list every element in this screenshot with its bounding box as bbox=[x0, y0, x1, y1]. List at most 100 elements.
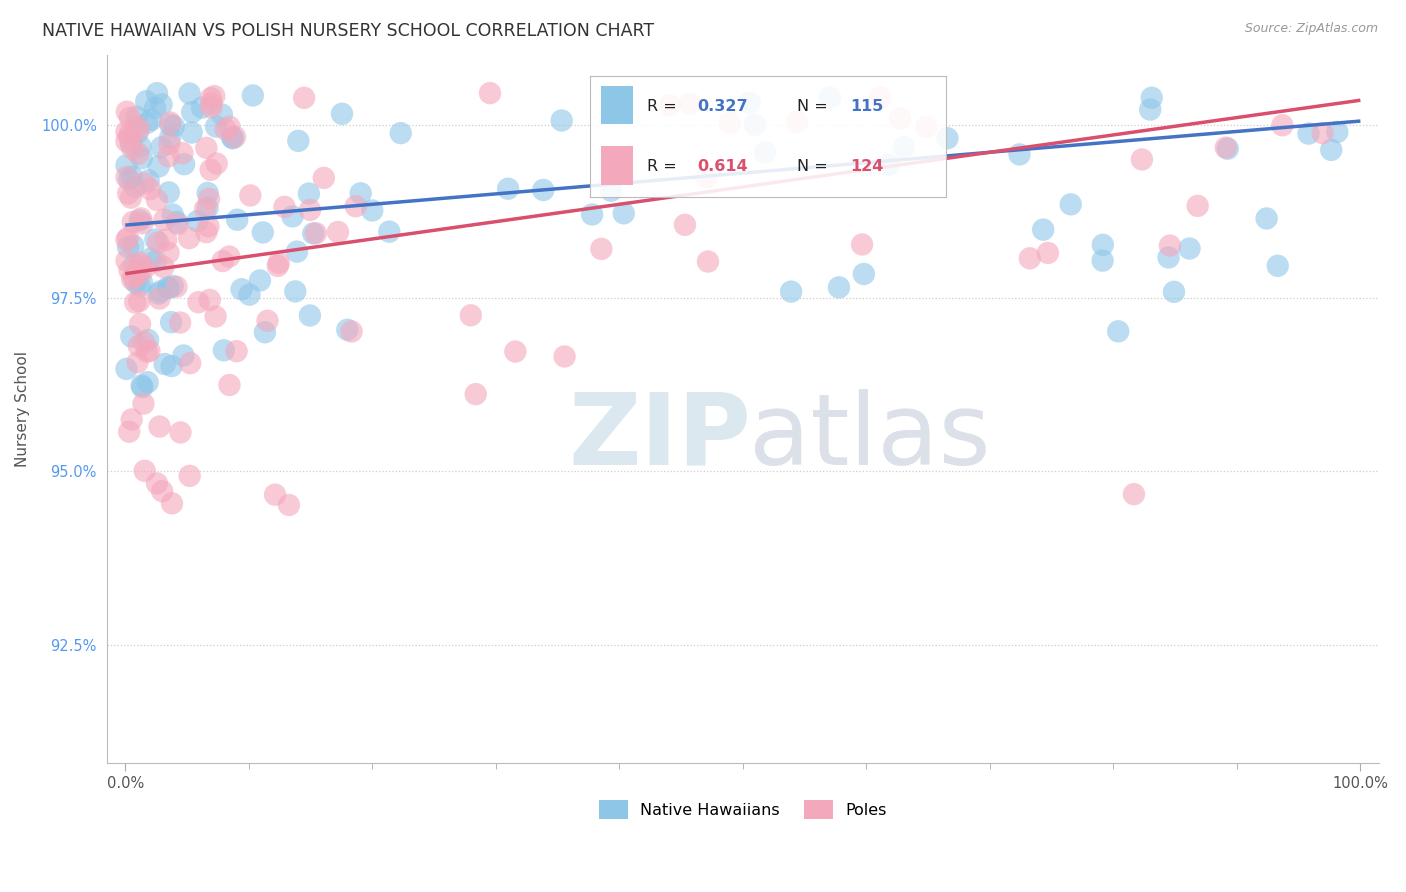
Point bbox=[148, 292, 170, 306]
Point bbox=[129, 211, 152, 226]
Point bbox=[744, 118, 766, 132]
Point bbox=[169, 425, 191, 440]
Point bbox=[150, 140, 173, 154]
Point bbox=[1271, 118, 1294, 132]
Point bbox=[139, 182, 162, 196]
Point bbox=[613, 206, 636, 220]
Point bbox=[187, 295, 209, 310]
Point bbox=[125, 110, 148, 124]
Point bbox=[531, 183, 554, 197]
Point bbox=[135, 94, 157, 108]
Point bbox=[186, 214, 208, 228]
Point bbox=[284, 285, 307, 299]
Point bbox=[1215, 141, 1237, 155]
Point bbox=[121, 169, 143, 184]
Point bbox=[1326, 125, 1348, 139]
Point bbox=[211, 254, 233, 268]
Point bbox=[118, 263, 141, 277]
Point bbox=[1008, 147, 1031, 161]
Point bbox=[115, 253, 138, 268]
Point bbox=[818, 90, 841, 104]
Point bbox=[239, 188, 262, 202]
Point bbox=[1187, 199, 1209, 213]
Point bbox=[673, 218, 696, 232]
Point bbox=[197, 219, 219, 234]
Point bbox=[121, 272, 143, 286]
Point bbox=[658, 98, 681, 112]
Point bbox=[738, 95, 761, 110]
Point bbox=[153, 212, 176, 227]
Point bbox=[221, 130, 243, 145]
Point bbox=[146, 193, 169, 207]
Point bbox=[131, 151, 153, 165]
Point bbox=[150, 484, 173, 499]
Point bbox=[1312, 126, 1334, 140]
Point bbox=[117, 186, 139, 201]
Point bbox=[159, 118, 181, 132]
Point bbox=[148, 160, 170, 174]
Point bbox=[157, 136, 180, 151]
Point bbox=[118, 111, 141, 125]
Point bbox=[120, 191, 142, 205]
Point bbox=[181, 105, 204, 120]
Point bbox=[159, 115, 181, 129]
Point bbox=[131, 378, 153, 392]
Point bbox=[851, 237, 873, 252]
Point bbox=[125, 120, 148, 134]
Point bbox=[326, 225, 349, 239]
Point bbox=[264, 488, 287, 502]
Point bbox=[166, 217, 188, 231]
Point bbox=[128, 339, 150, 353]
Point bbox=[128, 255, 150, 269]
Point bbox=[1298, 127, 1320, 141]
Point bbox=[292, 91, 315, 105]
Point bbox=[212, 343, 235, 358]
Point bbox=[160, 359, 183, 373]
Text: atlas: atlas bbox=[749, 389, 991, 486]
Point bbox=[115, 169, 138, 184]
Point bbox=[828, 280, 851, 294]
Point bbox=[136, 376, 159, 390]
Point bbox=[128, 294, 150, 309]
Point bbox=[139, 252, 162, 266]
Point bbox=[285, 244, 308, 259]
Point bbox=[157, 281, 180, 295]
Point bbox=[479, 86, 502, 100]
Point bbox=[330, 107, 353, 121]
Point bbox=[160, 315, 183, 329]
Point bbox=[1163, 285, 1185, 299]
Point bbox=[128, 122, 150, 136]
Point bbox=[277, 498, 299, 512]
Point bbox=[225, 344, 247, 359]
Point bbox=[679, 96, 702, 111]
Point bbox=[249, 273, 271, 287]
Point bbox=[780, 285, 803, 299]
Point bbox=[129, 265, 152, 279]
Point bbox=[179, 87, 201, 101]
Point bbox=[138, 343, 160, 358]
Point bbox=[1060, 197, 1083, 211]
Point bbox=[121, 215, 143, 229]
Point bbox=[267, 256, 290, 270]
Point bbox=[155, 233, 177, 247]
Point bbox=[157, 149, 180, 163]
Point bbox=[118, 127, 141, 141]
Point bbox=[172, 349, 194, 363]
Point bbox=[200, 91, 222, 105]
Point bbox=[162, 207, 184, 221]
Point bbox=[202, 89, 225, 103]
Y-axis label: Nursery School: Nursery School bbox=[15, 351, 30, 467]
Point bbox=[118, 425, 141, 439]
Point bbox=[200, 96, 222, 111]
Point bbox=[242, 88, 264, 103]
Point bbox=[132, 335, 155, 350]
Point bbox=[550, 113, 572, 128]
Point bbox=[146, 86, 169, 100]
Point bbox=[273, 200, 295, 214]
Point bbox=[1159, 238, 1181, 252]
Point bbox=[136, 333, 159, 347]
Point bbox=[121, 141, 143, 155]
Point bbox=[1018, 252, 1040, 266]
Point bbox=[115, 134, 138, 148]
Point bbox=[129, 258, 152, 272]
